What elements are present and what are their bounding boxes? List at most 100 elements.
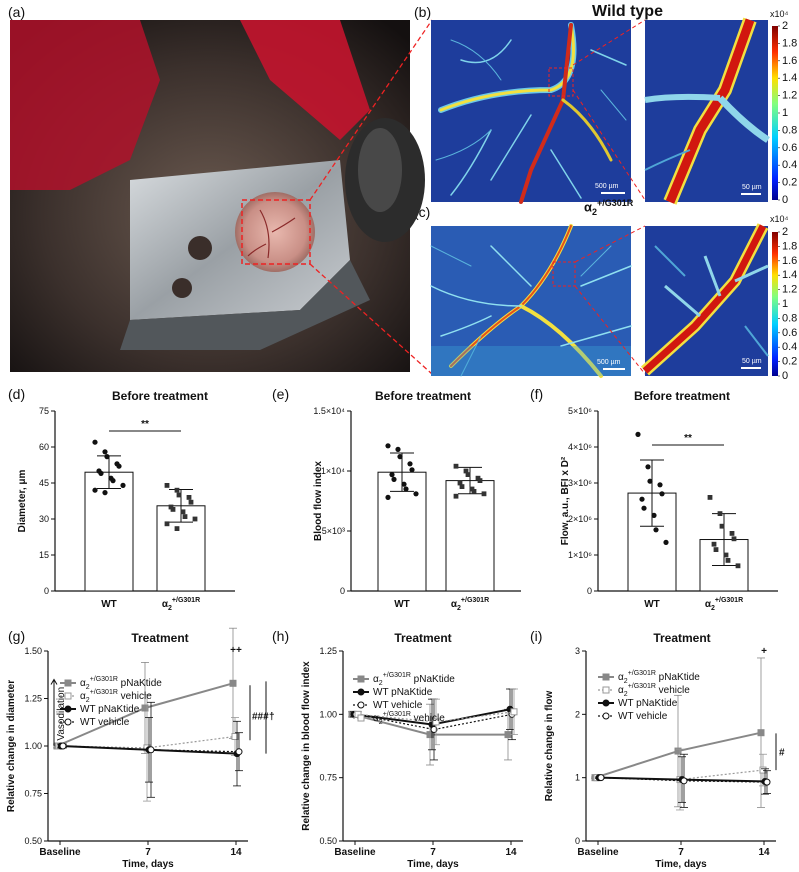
legend-marker xyxy=(357,675,365,683)
y-tick-label: 0.75 xyxy=(319,773,337,783)
data-point xyxy=(645,464,651,470)
data-point xyxy=(92,487,98,493)
y-tick-label: 45 xyxy=(39,478,49,488)
data-point xyxy=(104,454,110,460)
bar xyxy=(84,471,134,592)
data-point xyxy=(413,491,419,497)
data-point xyxy=(719,523,725,529)
data-point xyxy=(477,478,483,483)
data-point xyxy=(731,536,737,542)
data-point xyxy=(453,493,459,499)
data-point xyxy=(453,463,459,469)
y-tick-label: 1.5×10⁴ xyxy=(313,406,345,416)
y-tick-label: 5×10⁶ xyxy=(568,406,592,416)
connector-lines xyxy=(309,19,433,375)
colorbar-tick: 1 xyxy=(782,107,788,119)
legend-entry: α2+/G301R pNaKtide xyxy=(373,672,455,687)
legend-entry: WT pNaKtide xyxy=(618,698,678,709)
legend-entry: α2+/G301R pNaKtide xyxy=(618,670,700,685)
chart-e-blood-flow-index: 0 5×10³ 1×10⁴ 1.5×10⁴ Blood flow index WT α2+/… xyxy=(313,406,521,612)
annotation-hash: # xyxy=(779,748,785,759)
colorbar-tick: 2 xyxy=(782,226,788,238)
data-point xyxy=(432,718,440,726)
annotation-plus: + xyxy=(761,646,767,657)
colorbar-tick: 1.6 xyxy=(782,55,797,67)
data-point xyxy=(430,726,438,734)
y-tick-label: 60 xyxy=(39,442,49,452)
colorbar-tick: 0.4 xyxy=(782,159,797,171)
colorbar-tick: 0 xyxy=(782,370,788,382)
y-tick-label: 30 xyxy=(39,514,49,524)
y-tick-label: 3 xyxy=(575,646,580,656)
legend-marker xyxy=(602,712,610,720)
chart-i-flow-change: 0 1 2 3 Baseline 7 14 Time, days Relative change… xyxy=(544,646,785,870)
legend-entry: α2+/G301R vehicle xyxy=(80,689,152,704)
data-point xyxy=(116,463,122,469)
colorbar-tick: 0.6 xyxy=(782,142,797,154)
colorbar-tick: 1 xyxy=(782,298,788,310)
colorbar-tick: 1.4 xyxy=(782,269,797,281)
x-tick-label: 7 xyxy=(145,847,151,858)
x-axis-title: Time, days xyxy=(122,859,174,870)
data-point xyxy=(174,526,180,531)
scale-bar-label-zoom: 50 µm xyxy=(742,184,762,191)
panel-label-d: (d) xyxy=(8,386,26,402)
y-tick-label: 0 xyxy=(575,836,580,846)
panel-label-f: (f) xyxy=(530,386,544,402)
data-point xyxy=(641,505,647,511)
legend-entry: WT pNaKtide xyxy=(373,687,433,698)
legend-entry: α2+/G301R vehicle xyxy=(373,711,445,726)
data-point xyxy=(657,482,663,488)
legend-marker xyxy=(64,692,72,700)
data-point xyxy=(465,472,471,477)
y-tick-label: 0.50 xyxy=(24,836,42,846)
legend-marker xyxy=(64,679,72,687)
data-point xyxy=(663,539,669,545)
arrow-head xyxy=(50,678,58,685)
chart-g-diameter-change: 0.50 0.75 1.00 1.25 1.50 Baseline 7 14 Time, day… xyxy=(6,627,275,870)
panel-label-b: (b) xyxy=(414,4,432,20)
data-point xyxy=(120,482,126,488)
data-point xyxy=(481,491,487,497)
data-point xyxy=(229,679,237,687)
legend-entry: WT vehicle xyxy=(618,711,668,722)
y-tick-label: 0 xyxy=(44,586,49,596)
data-point xyxy=(231,733,239,740)
legend-entry: WT vehicle xyxy=(80,717,130,728)
y-tick-label: 0.50 xyxy=(319,836,337,846)
data-point xyxy=(723,552,729,558)
y-tick-label: 2×10⁶ xyxy=(568,514,592,524)
chart-h-title: Treatment xyxy=(394,631,452,645)
data-point xyxy=(102,449,108,455)
bar xyxy=(445,480,495,592)
panel-label-a: (a) xyxy=(8,4,26,20)
chart-g-title: Treatment xyxy=(131,631,189,645)
x-tick-label: 7 xyxy=(678,847,684,858)
data-point xyxy=(174,487,180,493)
y-tick-label: 0.75 xyxy=(24,789,42,799)
y-tick-label: 1.25 xyxy=(24,694,42,704)
colorbar-tick: 2 xyxy=(782,20,788,32)
x-tick-label: 14 xyxy=(758,847,770,858)
data-point xyxy=(457,480,463,486)
legend-entry: WT vehicle xyxy=(373,700,423,711)
data-point xyxy=(141,704,149,712)
data-point xyxy=(186,495,192,500)
colorbar-tick: 1.8 xyxy=(782,240,797,252)
scale-bar-label-mutant-zoom: 50 µm xyxy=(742,358,762,365)
data-point xyxy=(110,478,116,484)
data-point xyxy=(147,746,155,754)
x-category-label: WT xyxy=(101,599,117,610)
x-tick-label: 7 xyxy=(430,847,436,858)
data-point xyxy=(176,492,182,498)
scale-bar-label-mutant: 500 µm xyxy=(597,359,621,366)
data-point xyxy=(401,481,407,487)
chart-f-flow: 0 1×10⁶ 2×10⁶ 3×10⁶ 4×10⁶ 5×10⁶ Flow, a.u., BF… xyxy=(560,406,778,612)
colorbar-tick: 0.2 xyxy=(782,177,797,189)
y-axis-title: Blood flow index xyxy=(313,461,324,541)
panel-label-h: (h) xyxy=(272,628,290,644)
colorbar-tick: 0.2 xyxy=(782,356,797,368)
colorbar-exponent-2: x10⁴ xyxy=(770,214,789,224)
legend-marker xyxy=(602,673,610,681)
data-point xyxy=(164,483,170,488)
